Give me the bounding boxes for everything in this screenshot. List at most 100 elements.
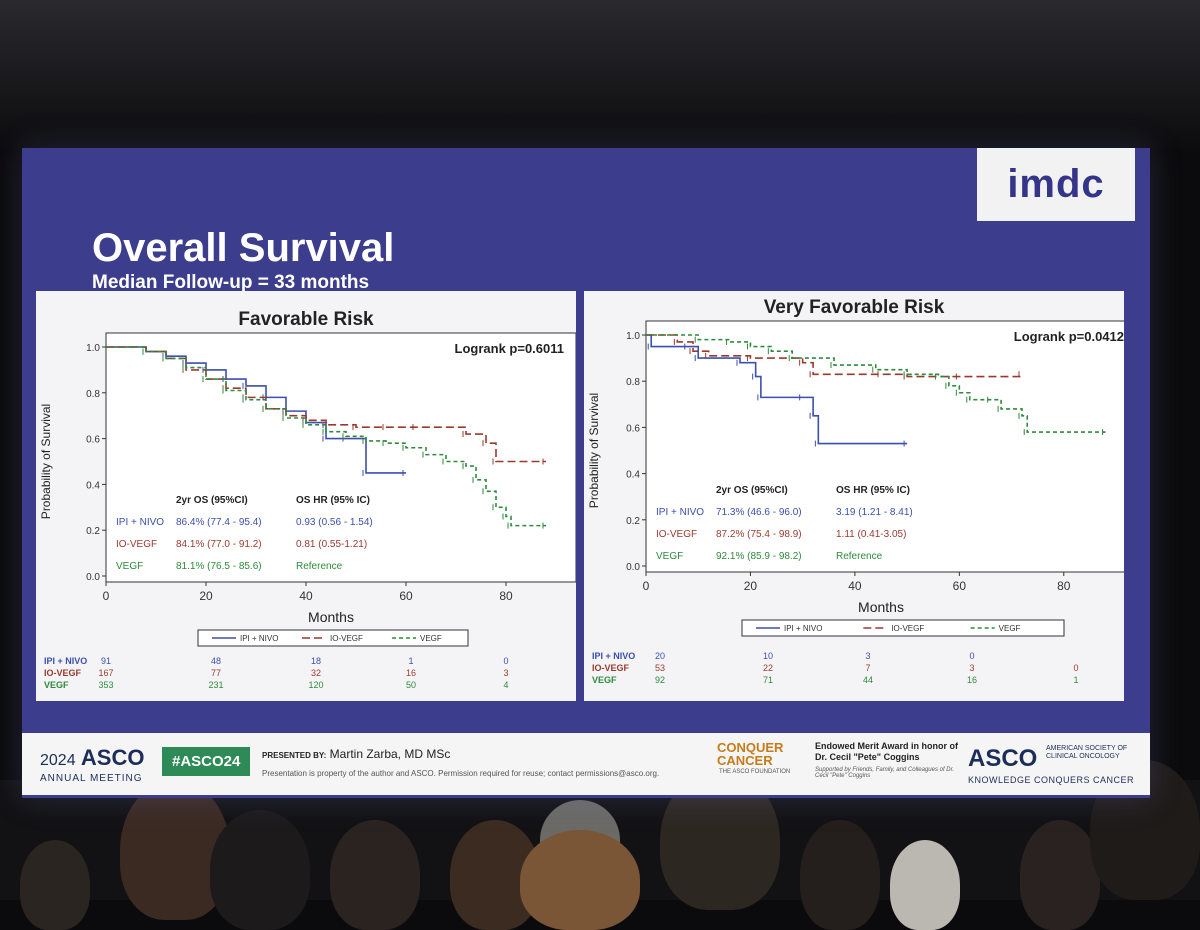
y-tick-label: 1.0 xyxy=(626,331,640,342)
risk-table-value: 231 xyxy=(208,680,223,690)
stats-hr-value: 0.93 (0.56 - 1.54) xyxy=(296,517,373,528)
risk-table-value: 18 xyxy=(311,656,321,666)
x-tick-label: 20 xyxy=(199,589,213,603)
risk-table-value: 22 xyxy=(763,663,773,673)
conquer-line2: CANCER xyxy=(717,753,773,768)
presenter-name: Martin Zarba, MD MSc xyxy=(329,747,451,761)
y-tick-label: 1.0 xyxy=(86,343,100,354)
logrank-annotation: Logrank p=0.6011 xyxy=(455,341,564,356)
plot-frame xyxy=(105,332,576,583)
presented-by: PRESENTED BY: Martin Zarba, MD MSc xyxy=(262,747,450,761)
risk-table-value: 48 xyxy=(211,656,221,666)
audience-head xyxy=(20,840,90,930)
risk-table-value: 1 xyxy=(1073,675,1078,685)
conquer-cancer-logo: CONQUER CANCER xyxy=(717,741,783,767)
y-tick-label: 0.8 xyxy=(86,389,100,400)
risk-table-group: IPI + NIVO xyxy=(592,651,635,661)
stats-hr-value: Reference xyxy=(296,561,343,572)
y-tick-label: 0.2 xyxy=(86,526,100,537)
favorable-risk-panel: Favorable Risk 0.0 0.2 0.4 0.6 0.8 1.0 0 20 40 60 8… xyxy=(36,291,576,701)
legend-label: IPI + NIVO xyxy=(240,634,278,643)
legend-label: IPI + NIVO xyxy=(784,624,822,633)
risk-table-value: 20 xyxy=(655,651,665,661)
audience-head xyxy=(1020,820,1100,930)
stats-header-os: 2yr OS (95%CI) xyxy=(716,485,788,496)
risk-table-value: 16 xyxy=(406,668,416,678)
asco-annual-meeting-logo: 2024 ASCO xyxy=(40,745,144,771)
plot-frame xyxy=(645,320,1124,573)
risk-table-group: VEGF xyxy=(592,675,617,685)
y-tick-label: 0.2 xyxy=(626,516,640,527)
risk-table-value: 0 xyxy=(503,656,508,666)
risk-table-value: 53 xyxy=(655,663,665,673)
audience-area xyxy=(0,760,1200,930)
risk-table-value: 77 xyxy=(211,668,221,678)
y-tick-label: 0.6 xyxy=(86,435,100,446)
stats-group-label: IO-VEGF xyxy=(656,529,697,540)
risk-table-value: 1 xyxy=(408,656,413,666)
x-axis-label: Months xyxy=(858,599,904,615)
km-curve-ipi-nivo xyxy=(646,334,908,445)
risk-table-value: 3 xyxy=(969,663,974,673)
x-tick-label: 80 xyxy=(1057,579,1071,593)
x-tick-label: 80 xyxy=(499,589,513,603)
risk-table-group: IPI + NIVO xyxy=(44,656,87,666)
hashtag-badge: #ASCO24 xyxy=(162,747,251,776)
stats-header-hr: OS HR (95% IC) xyxy=(296,495,370,506)
risk-table-value: 7 xyxy=(865,663,870,673)
x-axis-label: Months xyxy=(308,609,354,625)
audience-head xyxy=(210,810,310,930)
risk-table-value: 92 xyxy=(655,675,665,685)
x-tick-label: 0 xyxy=(103,589,110,603)
stats-group-label: IPI + NIVO xyxy=(656,507,704,518)
very-favorable-risk-panel: Very Favorable Risk 0.0 0.2 0.4 0.6 0.8 1.0 0 20… xyxy=(584,291,1124,701)
y-tick-label: 0.0 xyxy=(86,572,100,583)
slide-footer: 2024 ASCO ANNUAL MEETING #ASCO24 PRESENT… xyxy=(22,733,1150,795)
y-tick-label: 0.0 xyxy=(626,562,640,573)
legend-label: IO-VEGF xyxy=(330,634,363,643)
y-tick-label: 0.4 xyxy=(86,480,100,491)
very-favorable-risk-chart: Very Favorable Risk 0.0 0.2 0.4 0.6 0.8 1.0 0 20… xyxy=(587,297,1124,685)
y-tick-label: 0.4 xyxy=(626,470,640,481)
risk-table-value: 353 xyxy=(98,680,113,690)
stats-group-label: IO-VEGF xyxy=(116,539,157,550)
stats-group-label: VEGF xyxy=(116,561,143,572)
stats-header-os: 2yr OS (95%CI) xyxy=(176,495,248,506)
stats-os-value: 86.4% (77.4 - 95.4) xyxy=(176,517,262,528)
award-support-text: Supported by Friends, Family, and Collea… xyxy=(815,767,955,779)
asco-foundation-label: THE ASCO FOUNDATION xyxy=(719,769,791,775)
audience-head xyxy=(800,820,880,930)
audience-head xyxy=(890,840,960,930)
risk-table-value: 167 xyxy=(98,668,113,678)
presentation-slide: imdc Overall Survival Median Follow-up =… xyxy=(22,148,1150,798)
y-tick-label: 0.6 xyxy=(626,423,640,434)
km-curve-vegf xyxy=(106,346,546,527)
km-curve-vegf xyxy=(646,334,1106,433)
x-tick-label: 40 xyxy=(299,589,313,603)
risk-table-group: VEGF xyxy=(44,680,69,690)
audience-head xyxy=(520,830,640,930)
asco-logo: ASCO xyxy=(968,745,1038,772)
asco-brand: ASCO xyxy=(80,745,145,770)
chart-title: Very Favorable Risk xyxy=(764,297,945,318)
risk-table-value: 3 xyxy=(503,668,508,678)
risk-table-value: 71 xyxy=(763,675,773,685)
x-tick-label: 40 xyxy=(848,579,862,593)
y-tick-label: 0.8 xyxy=(626,377,640,388)
award-line1: Endowed Merit Award in honor of xyxy=(815,741,958,751)
km-curve-io-vegf xyxy=(646,334,1023,378)
risk-table-value: 120 xyxy=(308,680,323,690)
legend-label: IO-VEGF xyxy=(891,624,924,633)
slide-subtitle: Median Follow-up = 33 months xyxy=(92,272,370,293)
legend-label: VEGF xyxy=(999,624,1021,633)
risk-table-value: 4 xyxy=(503,680,508,690)
stats-group-label: IPI + NIVO xyxy=(116,517,164,528)
stats-os-value: 84.1% (77.0 - 91.2) xyxy=(176,539,262,550)
risk-table-value: 44 xyxy=(863,675,873,685)
risk-table-value: 0 xyxy=(969,651,974,661)
x-tick-label: 60 xyxy=(399,589,413,603)
audience-head xyxy=(330,820,420,930)
legend-label: VEGF xyxy=(420,634,442,643)
stats-hr-value: Reference xyxy=(836,551,883,562)
